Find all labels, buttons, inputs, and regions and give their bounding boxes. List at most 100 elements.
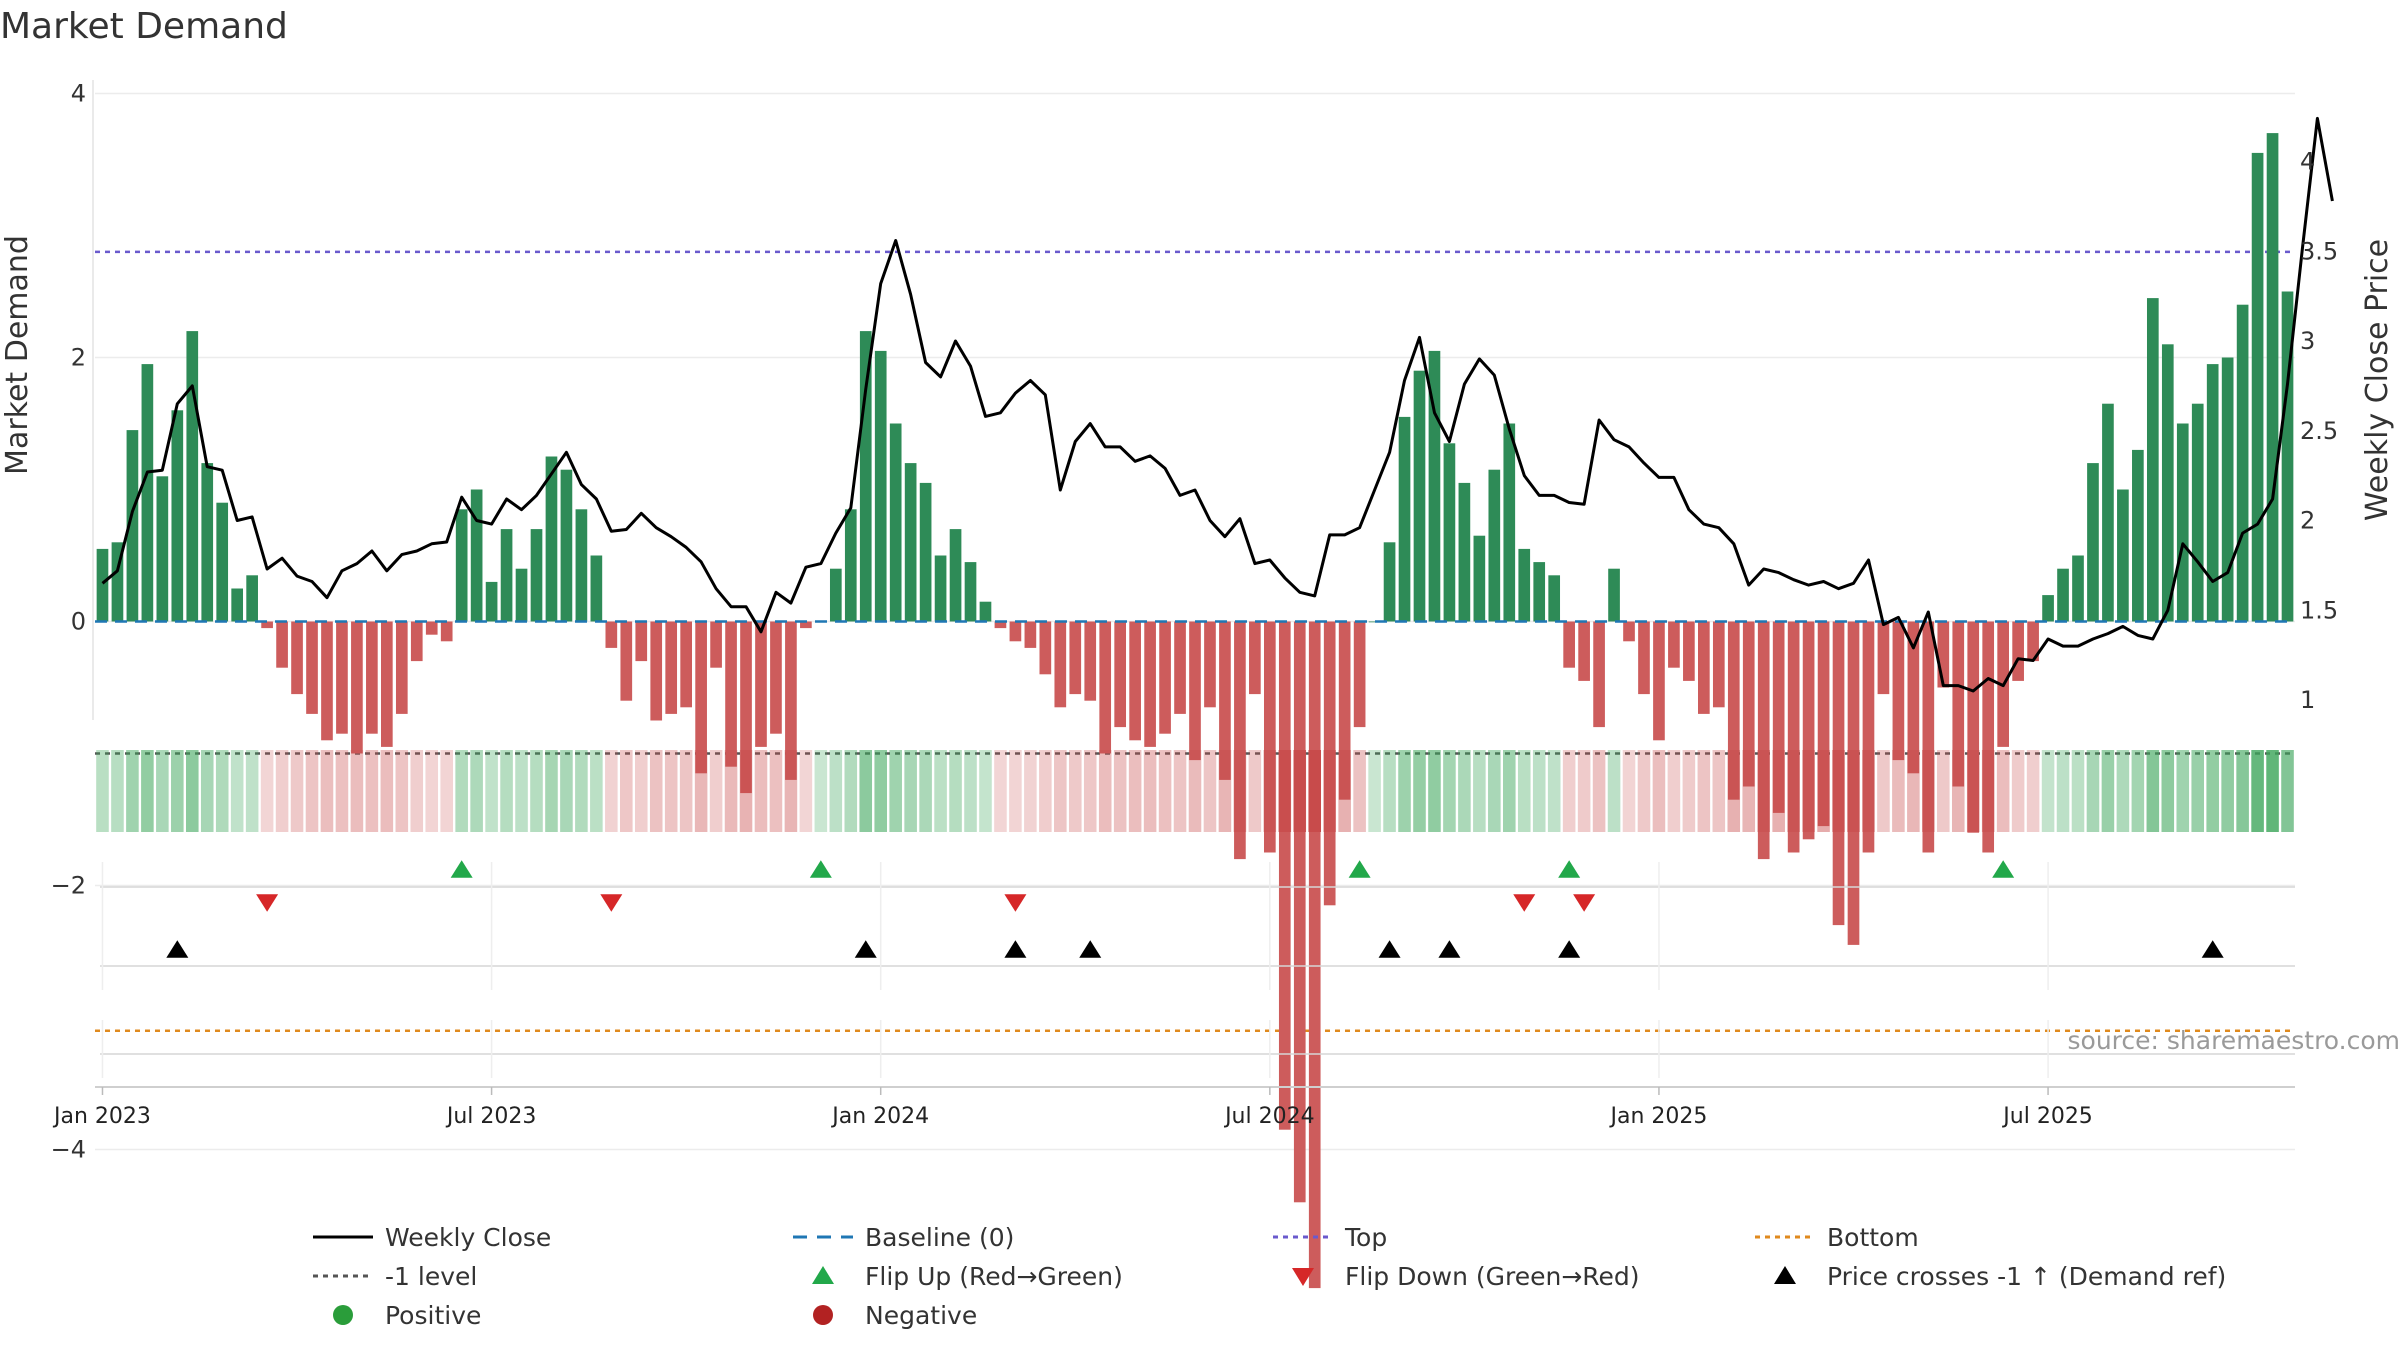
- heat-strip-cell: [1188, 750, 1202, 832]
- legend: Weekly Close Baseline (0) Top Bottom -1 leve…: [313, 1223, 2226, 1330]
- negative-demand-bar: [1263, 621, 1276, 853]
- negative-demand-bar: [1712, 621, 1725, 708]
- heat-strip-cell: [111, 750, 124, 832]
- heat-strip-cell: [1877, 750, 1890, 832]
- heat-strip-cell: [1787, 750, 1800, 832]
- negative-demand-bar: [1802, 621, 1815, 840]
- legend-label: Flip Up (Red→Green): [865, 1262, 1123, 1291]
- flip-down-marker: [1573, 894, 1596, 912]
- legend-item: Price crosses -1 ↑ (Demand ref): [1774, 1262, 2226, 1291]
- date-axis: Jan 2023 Jul 2023 Jan 2024 Jul 2024 Jan 2025…: [52, 1086, 2295, 1129]
- heat-strip-cell: [1996, 750, 2010, 832]
- negative-demand-bar: [410, 621, 423, 662]
- heat-strip-cell: [156, 750, 169, 832]
- heat-strip-cell: [1293, 750, 1307, 832]
- heat-strip-cell: [2281, 750, 2294, 832]
- heat-strip-cell: [1278, 750, 1292, 832]
- heat-strip-cell: [739, 750, 753, 832]
- heat-strip-cell: [1757, 750, 1770, 832]
- negative-demand-bar: [1278, 621, 1291, 1130]
- negative-demand-bar: [1668, 621, 1680, 668]
- date-tick-label: Jan 2025: [1608, 1104, 1707, 1129]
- heat-strip-cell: [1847, 750, 1860, 832]
- y2-tick-label: 1.5: [2300, 596, 2338, 624]
- negative-demand-bar: [321, 621, 333, 741]
- positive-demand-bar: [2266, 133, 2279, 622]
- heat-strip-cell: [260, 750, 274, 832]
- heat-strip-cell: [2251, 750, 2264, 832]
- heat-strip-cell: [1937, 750, 1950, 832]
- positive-demand-bar: [530, 529, 543, 622]
- heat-strip-cell: [1068, 750, 1082, 832]
- heat-strip-cell: [2191, 750, 2205, 832]
- heat-strip-cell: [649, 750, 663, 832]
- heat-strip-cell: [1802, 750, 1815, 832]
- positive-demand-bar: [2132, 449, 2144, 622]
- heat-strip-cell: [1517, 750, 1531, 832]
- negative-demand-bar: [1772, 621, 1785, 813]
- event-markers: [100, 860, 2295, 1078]
- gridlines: [92, 80, 2295, 1151]
- negative-demand-bar: [291, 621, 303, 695]
- negative-demand-bar: [1877, 621, 1890, 695]
- negative-demand-bar: [1922, 621, 1935, 853]
- heat-strip-cell: [904, 750, 917, 832]
- heat-strip-cell: [2266, 750, 2279, 832]
- legend-label: Negative: [865, 1301, 977, 1330]
- heat-strip-cell: [530, 750, 543, 832]
- y2-tick-label: 3: [2300, 327, 2315, 355]
- heat-strip-cell: [1383, 750, 1396, 832]
- heat-strip-cell: [485, 750, 498, 832]
- negative-demand-bar: [1623, 621, 1635, 642]
- negative-demand-bar: [1683, 621, 1695, 681]
- positive-demand-bar: [1533, 562, 1546, 622]
- positive-demand-bar: [2176, 423, 2189, 622]
- positive-demand-bar: [2236, 304, 2249, 622]
- legend-swatch-triangle-down: [1292, 1268, 1314, 1286]
- positive-demand-bar: [2087, 463, 2099, 622]
- negative-demand-bar: [1234, 621, 1246, 860]
- y2-tick-label: 3.5: [2300, 237, 2338, 265]
- negative-demand-bar: [1578, 621, 1590, 681]
- flip-up-marker: [1992, 860, 2015, 878]
- heat-strip-cell: [964, 750, 977, 832]
- heat-strip-cell: [1233, 750, 1247, 832]
- heat-strip-cell: [290, 750, 304, 832]
- positive-demand-bar: [515, 568, 528, 622]
- heat-strip-cell: [440, 750, 453, 832]
- heat-strip-cell: [1592, 750, 1606, 832]
- heat-strip-cell: [1024, 750, 1037, 832]
- positive-demand-bar: [1413, 370, 1426, 622]
- heat-strip-cell: [889, 750, 902, 832]
- heat-strip-cell: [1503, 750, 1516, 832]
- positive-demand-bar: [1368, 621, 1381, 623]
- negative-demand-bar: [1293, 621, 1306, 1203]
- heat-strip-cell: [2101, 750, 2115, 832]
- negative-demand-bar: [351, 621, 363, 754]
- heat-strip-cell: [365, 750, 379, 832]
- price-cross-marker: [1004, 940, 1027, 958]
- positive-demand-bar: [141, 364, 154, 622]
- negative-demand-bar: [1967, 621, 1980, 833]
- heat-strip-cell: [1667, 750, 1681, 832]
- heat-strip-cell: [769, 750, 783, 832]
- heat-strip-cell: [2161, 750, 2175, 832]
- heat-strip-cell: [634, 750, 648, 832]
- negative-demand-bar: [1024, 621, 1037, 648]
- y2-tick-label: 1: [2300, 686, 2315, 714]
- heat-strip-cell: [2026, 750, 2040, 832]
- source-label: source: sharemaestro.com: [2068, 1026, 2400, 1055]
- positive-demand-bar: [964, 562, 977, 622]
- price-cross-marker: [1378, 940, 1401, 958]
- legend-label: -1 level: [385, 1262, 477, 1291]
- negative-demand-bar: [1129, 621, 1141, 741]
- negative-demand-bar: [1099, 621, 1112, 754]
- negative-demand-bar: [366, 621, 378, 734]
- y-tick-label: 2: [71, 344, 86, 372]
- negative-demand-bar: [665, 621, 678, 714]
- heat-strip-cell: [590, 750, 603, 832]
- heat-strip-cell: [395, 750, 409, 832]
- flip-down-marker: [1004, 894, 1027, 912]
- heat-strip-cell: [664, 750, 678, 832]
- price-cross-marker: [1438, 940, 1461, 958]
